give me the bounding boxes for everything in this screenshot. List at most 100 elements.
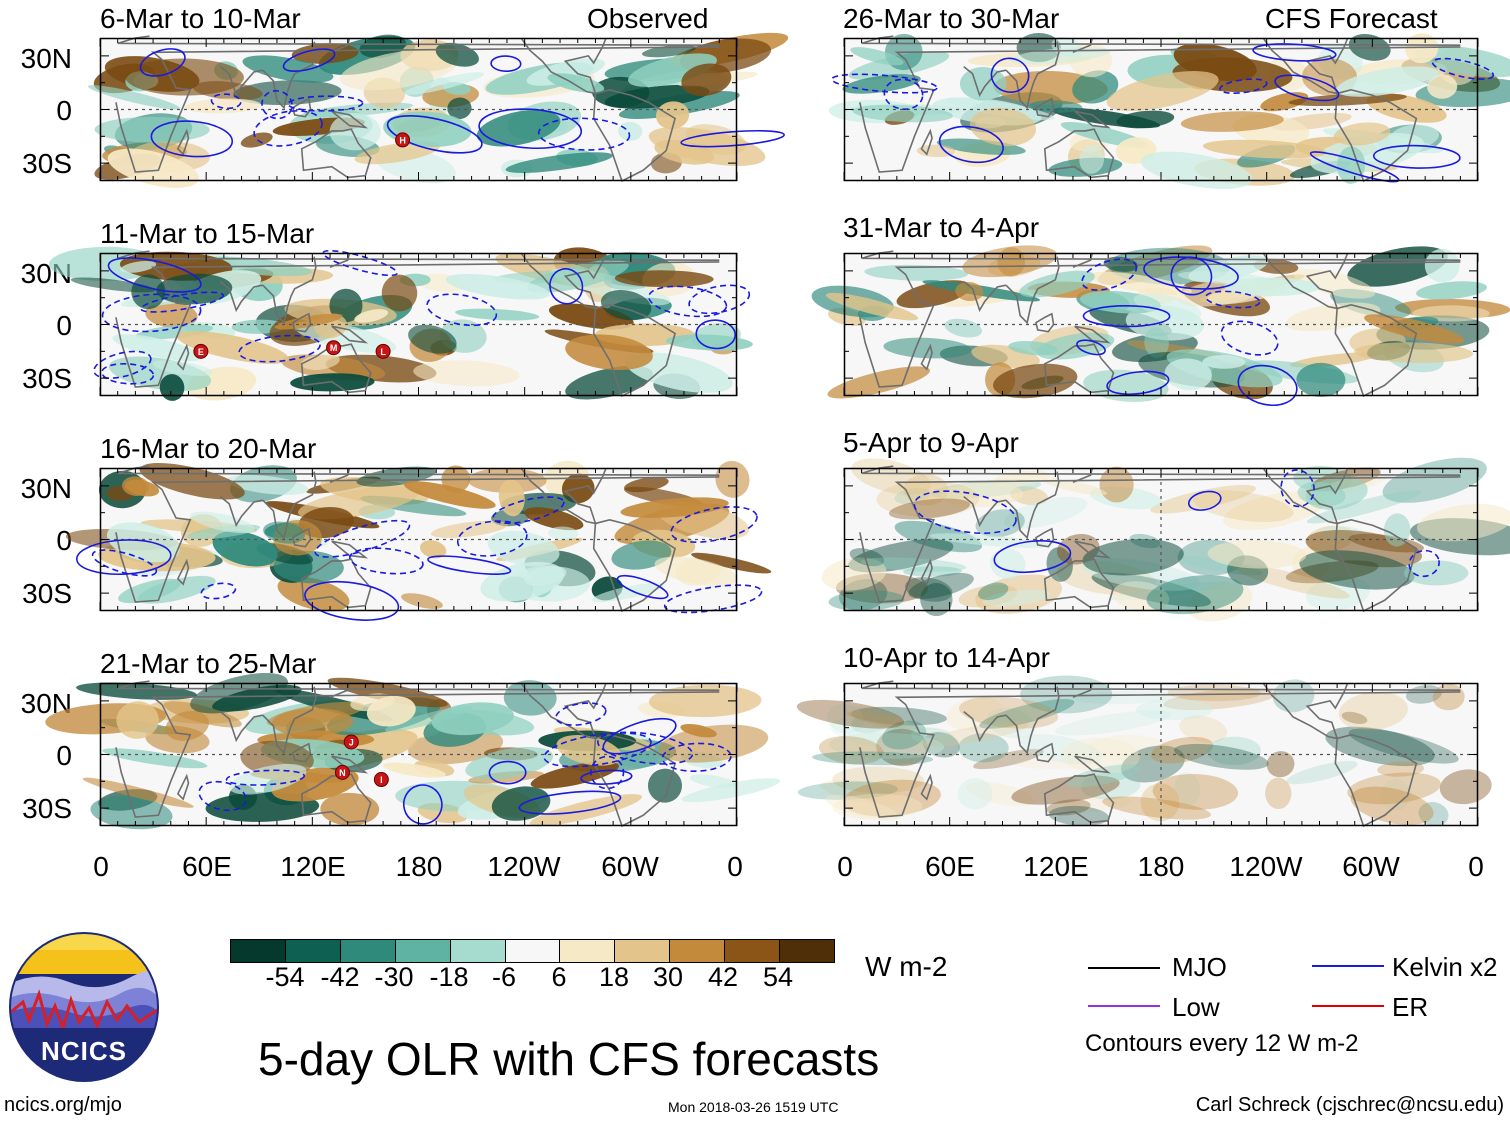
olr-anomaly-blob xyxy=(1290,352,1377,368)
olr-anomaly-blob xyxy=(445,273,550,300)
coastline-africa xyxy=(115,476,720,603)
coastline-madagascar xyxy=(176,128,190,156)
olr-anomaly-blob xyxy=(1150,484,1256,514)
observed-label: Observed xyxy=(587,3,709,34)
olr-anomaly-blob xyxy=(1286,760,1358,785)
coastline-se-asia xyxy=(1005,256,1060,325)
kelvin-contour xyxy=(1082,305,1171,328)
coastline-new-guinea xyxy=(1074,110,1111,129)
olr-anomaly-blob xyxy=(846,711,920,730)
colorbar-cell xyxy=(670,940,726,962)
olr-anomaly-blob xyxy=(620,497,729,518)
olr-anomaly-blob xyxy=(263,521,306,544)
kelvin-contour xyxy=(1274,74,1340,102)
colorbar-tick: 6 xyxy=(551,962,567,992)
kelvin-contour xyxy=(488,760,527,785)
kelvin-contour xyxy=(1204,290,1261,309)
coastline-north-america xyxy=(1262,37,1349,95)
lon-label-left: 0 xyxy=(93,851,109,882)
olr-anomaly-blob xyxy=(465,747,554,780)
coastline-south-america xyxy=(592,89,677,183)
cyclone-marker-label: M xyxy=(330,343,338,353)
coastline-australia xyxy=(300,558,372,609)
lon-label-left: 120W xyxy=(487,851,561,882)
olr-anomaly-blob xyxy=(905,577,953,602)
kelvin-contour xyxy=(426,293,498,327)
olr-anomaly-blob xyxy=(1150,736,1214,764)
kelvin-contour xyxy=(314,519,411,558)
kelvin-contour xyxy=(1187,490,1222,511)
kelvin-contour xyxy=(590,755,625,790)
kelvin-contour xyxy=(107,257,202,293)
olr-anomaly-blob xyxy=(1377,761,1425,777)
lon-label-left: 60E xyxy=(182,851,232,882)
olr-anomaly-blob xyxy=(491,786,551,821)
olr-anomaly-blob xyxy=(523,566,567,586)
cyclone-marker-label: H xyxy=(399,135,406,145)
olr-anomaly-blob xyxy=(548,526,579,541)
olr-anomaly-blob xyxy=(403,481,496,509)
olr-anomaly-blob xyxy=(1046,799,1091,816)
coastline-australia xyxy=(1043,128,1115,179)
olr-anomaly-blob xyxy=(849,548,885,567)
olr-anomaly-blob xyxy=(1089,735,1171,762)
olr-anomaly-blob xyxy=(832,793,923,820)
kelvin-contour xyxy=(1252,43,1337,62)
map-panel-forecast-2 xyxy=(811,245,1510,407)
colorbar-tick: 30 xyxy=(652,962,684,992)
olr-anomaly-blob xyxy=(354,141,440,165)
colorbar-units: W m-2 xyxy=(865,951,948,982)
olr-anomaly-blob xyxy=(876,480,980,518)
lat-label-eq: 0 xyxy=(56,95,72,126)
panel-title-forecast-4: 10-Apr to 14-Apr xyxy=(843,642,1050,673)
olr-anomaly-blob xyxy=(408,324,457,354)
colorbar-tick: 42 xyxy=(707,962,739,992)
olr-anomaly-blob xyxy=(271,708,354,737)
coastline-australia xyxy=(1043,558,1115,609)
coastline-madagascar xyxy=(176,343,190,371)
lat-label-30s: 30S xyxy=(22,148,72,179)
olr-anomaly-blob xyxy=(159,374,185,401)
olr-anomaly-blob xyxy=(1180,111,1284,132)
olr-anomaly-blob xyxy=(1325,726,1435,767)
olr-anomaly-blob xyxy=(430,520,508,538)
olr-anomaly-blob xyxy=(1082,538,1184,576)
coastline-japan xyxy=(329,467,351,484)
coastline-borneo xyxy=(1035,312,1055,333)
kelvin-contour xyxy=(139,48,186,77)
coastline-north-america xyxy=(520,252,607,310)
colorbar-cell xyxy=(725,940,781,962)
olr-anomaly-blob xyxy=(658,724,769,763)
cyclone-marker xyxy=(334,764,350,780)
olr-anomaly-blob xyxy=(825,794,899,821)
olr-anomaly-blob xyxy=(850,47,904,66)
olr-anomaly-blob xyxy=(1164,358,1212,391)
olr-anomaly-blob xyxy=(240,132,273,148)
kelvin-contour xyxy=(282,48,336,72)
olr-anomaly-blob xyxy=(1265,777,1292,809)
lat-label-30s: 30S xyxy=(22,363,72,394)
olr-anomaly-blob xyxy=(908,572,974,599)
coastline-borneo xyxy=(1035,97,1055,118)
coastline-se-asia xyxy=(262,471,317,540)
coastline-madagascar xyxy=(176,558,190,586)
olr-anomaly-blob xyxy=(1146,575,1244,615)
kelvin-contour xyxy=(386,115,483,154)
kelvin-contour xyxy=(101,362,155,385)
kelvin-contour xyxy=(225,769,306,786)
coastline-japan xyxy=(1072,682,1094,699)
olr-anomaly-blob xyxy=(883,337,972,359)
olr-anomaly-blob xyxy=(340,49,459,91)
kelvin-contour xyxy=(91,549,158,577)
olr-anomaly-blob xyxy=(628,53,717,87)
colorbar-tick: -42 xyxy=(320,962,360,992)
site-url[interactable]: ncics.org/mjo xyxy=(4,1094,122,1116)
olr-anomaly-blob xyxy=(125,58,244,96)
olr-anomaly-blob xyxy=(383,762,446,778)
olr-anomaly-blob xyxy=(137,575,216,604)
coastline-madagascar xyxy=(920,343,933,371)
kelvin-contour xyxy=(1408,549,1440,578)
kelvin-contour xyxy=(680,129,785,148)
coastline-se-asia xyxy=(262,256,317,325)
colorbar-cell xyxy=(340,940,396,962)
